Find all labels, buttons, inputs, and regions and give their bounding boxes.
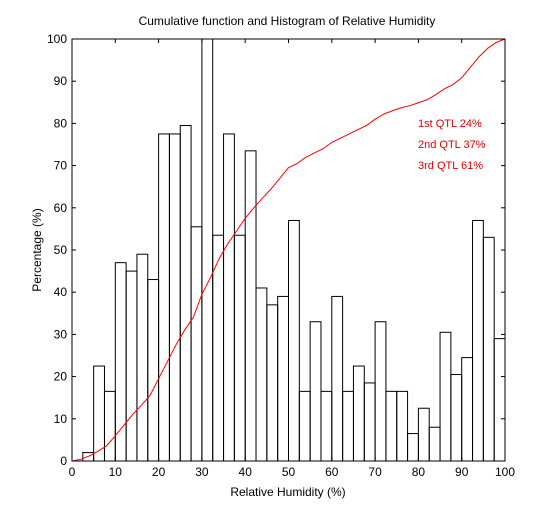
y-tick-label: 60: [54, 201, 68, 215]
y-tick-label: 90: [54, 74, 68, 88]
x-tick-label: 100: [495, 465, 515, 479]
annotation-layer: 1st QTL 24% 2nd QTL 37% 3rd QTL 61%: [418, 118, 486, 172]
y-axis-label: Percentage (%): [30, 208, 44, 291]
x-tick-label: 80: [412, 465, 426, 479]
x-tick-label: 50: [282, 465, 296, 479]
y-tick-label: 80: [54, 116, 68, 130]
y-tick-label: 70: [54, 159, 68, 173]
annotation-q3: 3rd QTL 61%: [418, 160, 483, 172]
y-tick-label: 50: [54, 243, 68, 257]
cumulative-layer: [71, 38, 506, 462]
x-tick-label: 70: [368, 465, 382, 479]
x-tick-label: 0: [69, 465, 76, 479]
x-tick-label: 30: [195, 465, 209, 479]
x-tick-label: 20: [152, 465, 166, 479]
x-tick-label: 40: [239, 465, 253, 479]
y-tick-label: 30: [54, 327, 68, 341]
x-tick-label: 60: [325, 465, 339, 479]
y-axis-ticks: 0 10 20 30 40 50 60 70 80 90 100: [47, 32, 505, 468]
x-tick-label: 90: [455, 465, 469, 479]
y-tick-label: 40: [54, 285, 68, 299]
y-tick-label: 100: [47, 32, 67, 46]
x-axis-ticks: 0 10 20 30 40 50 60 70 80 90 100: [69, 39, 515, 479]
annotation-q2: 2nd QTL 37%: [418, 139, 486, 151]
cumulative-line: [71, 38, 506, 462]
chart-title: Cumulative function and Histogram of Rel…: [139, 14, 436, 28]
x-tick-label: 10: [109, 465, 123, 479]
annotation-q1: 1st QTL 24%: [418, 118, 482, 130]
y-tick-label: 20: [54, 370, 68, 384]
y-tick-label: 10: [54, 412, 68, 426]
y-tick-label: 0: [60, 454, 67, 468]
x-axis-label: Relative Humidity (%): [230, 485, 345, 499]
